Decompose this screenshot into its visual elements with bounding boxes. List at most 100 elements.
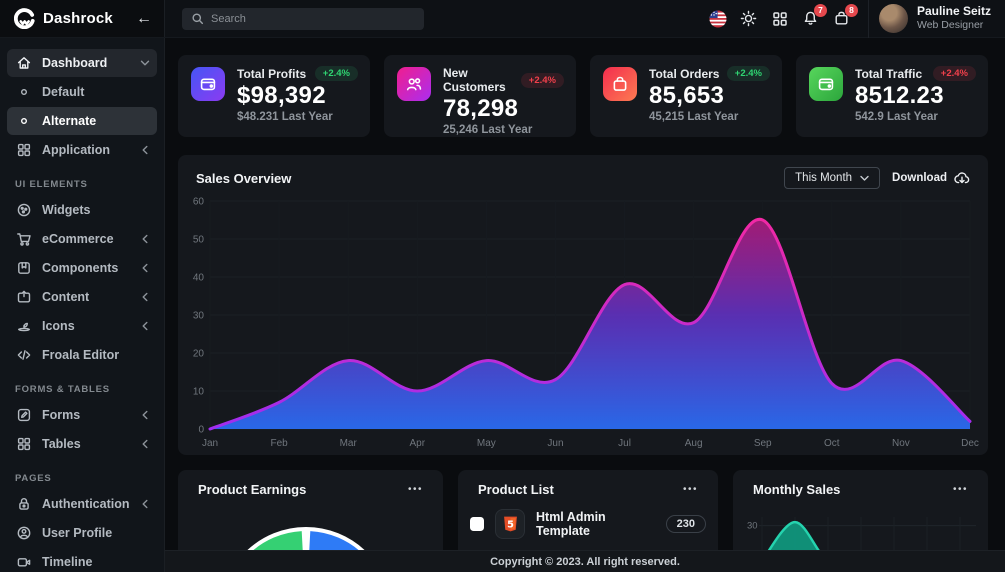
grid-icon [16, 436, 32, 452]
user-profile-menu[interactable]: Pauline Seitz Web Designer [878, 4, 995, 33]
svg-text:30: 30 [193, 311, 205, 322]
svg-text:Feb: Feb [270, 438, 288, 449]
chevron-left-icon [141, 321, 149, 331]
theme-toggle-sun-icon[interactable] [735, 5, 763, 33]
cart-badge: 8 [844, 3, 858, 17]
monthly-sales-title: Monthly Sales [753, 482, 841, 497]
sidebar-item-tables[interactable]: Tables [7, 430, 157, 458]
sidebar-item-application[interactable]: Application [7, 136, 157, 164]
language-flag-icon[interactable] [704, 5, 732, 33]
stat-card-total-orders: Total Orders +2.4% 85,653 45,215 Last Year [590, 55, 782, 137]
wallet-icon [191, 67, 225, 101]
sidebar-item-label: Froala Editor [42, 348, 120, 362]
dot-icon [16, 113, 32, 129]
svg-text:0: 0 [198, 425, 204, 436]
sidebar-item-label: Icons [42, 319, 75, 333]
sidebar-item-label: Timeline [42, 555, 93, 569]
chevron-left-icon [141, 145, 149, 155]
svg-text:Sep: Sep [754, 438, 772, 449]
product-earnings-donut-chart [190, 501, 431, 550]
sidebar-item-label: eCommerce [42, 232, 114, 246]
svg-text:Aug: Aug [685, 438, 703, 449]
cart-bag-icon[interactable]: 8 [828, 3, 858, 33]
sidebar-item-widgets[interactable]: Widgets [7, 196, 157, 224]
apps-grid-icon[interactable] [766, 5, 794, 33]
lock-icon [16, 496, 32, 512]
sidebar-item-label: Content [42, 290, 90, 304]
product-checkbox[interactable] [470, 517, 484, 531]
sales-overview-chart: 0 10 20 30 40 50 60 Jan Feb Mar Apr May Jun Jul Aug Sep… [186, 193, 980, 456]
main-content: Total Profits +2.4% $98,392 $48.231 Last Ye… [165, 38, 1005, 550]
svg-text:Dec: Dec [961, 438, 979, 449]
monthly-sales-card: Monthly Sales ••• 30 [733, 470, 988, 550]
home-icon [16, 55, 32, 71]
sidebar-item-components[interactable]: Components [7, 254, 157, 282]
topbar-divider [867, 0, 869, 38]
sidebar-item-timeline[interactable]: Timeline [7, 548, 157, 572]
stat-subtext: 542.9 Last Year [855, 111, 938, 124]
sales-overview-card: Sales Overview This Month Download [178, 155, 988, 455]
sidebar-item-user-profile[interactable]: User Profile [7, 519, 157, 547]
sidebar-item-content[interactable]: Content [7, 283, 157, 311]
download-cloud-icon [954, 170, 970, 186]
stat-trend-badge: +2.4% [726, 66, 770, 81]
stat-card-total-profits: Total Profits +2.4% $98,392 $48.231 Last Ye… [178, 55, 370, 137]
bottom-cards-row: Product Earnings ••• Product List ••• 5 [178, 470, 988, 550]
brand-name: Dashrock [43, 10, 113, 27]
user-name: Pauline Seitz [916, 4, 991, 19]
video-icon [16, 554, 32, 570]
users-icon [397, 67, 431, 101]
svg-text:40: 40 [193, 273, 205, 284]
product-list-row[interactable]: 5 Html Admin Template 230 [470, 509, 706, 539]
stat-value: 85,653 [649, 82, 725, 109]
sidebar-item-forms[interactable]: Forms [7, 401, 157, 429]
stat-trend-badge: +2.4% [314, 66, 358, 81]
wallet-icon [809, 67, 843, 101]
search-input[interactable] [211, 12, 415, 25]
user-icon [16, 525, 32, 541]
sidebar-item-authentication[interactable]: Authentication [7, 490, 157, 518]
search-bar[interactable] [182, 7, 424, 30]
svg-text:Jul: Jul [618, 438, 631, 449]
period-select-value: This Month [795, 172, 853, 184]
sidebar-item-icons[interactable]: Icons [7, 312, 157, 340]
ellipsis-menu-icon[interactable]: ••• [682, 483, 698, 495]
sidebar-item-label: Authentication [42, 497, 130, 511]
user-role: Web Designer [916, 19, 984, 32]
sidebar-item-alternate[interactable]: Alternate [7, 107, 157, 135]
avatar[interactable] [878, 4, 908, 33]
dashrock-logo-icon [14, 8, 35, 29]
sidebar-item-ecommerce[interactable]: eCommerce [7, 225, 157, 253]
topbar: Dashrock ← 7 [0, 0, 1005, 38]
cart-icon [16, 231, 32, 247]
widgets-icon [16, 202, 32, 218]
svg-text:May: May [477, 438, 496, 449]
stat-title: Total Orders [649, 66, 720, 81]
svg-text:5: 5 [507, 519, 514, 530]
stat-subtext: 45,215 Last Year [649, 111, 739, 124]
html5-icon: 5 [495, 509, 525, 539]
topbar-brand-area: Dashrock ← [0, 0, 165, 37]
sidebar-item-default[interactable]: Default [7, 78, 157, 106]
sidebar-section-pages: PAGES [15, 473, 52, 484]
chevron-down-icon [140, 58, 150, 68]
logo[interactable]: Dashrock [14, 8, 136, 29]
ellipsis-menu-icon[interactable]: ••• [952, 483, 968, 495]
sidebar-collapse-arrow-icon[interactable]: ← [136, 9, 152, 27]
dot-icon [16, 84, 32, 100]
forms-icon [16, 407, 32, 423]
sidebar-item-froala-editor[interactable]: Froala Editor [7, 341, 157, 369]
stat-value: 8512.23 [855, 82, 944, 109]
search-icon [191, 12, 204, 25]
sidebar-item-dashboard[interactable]: Dashboard [7, 49, 157, 77]
sidebar-item-label: Forms [42, 408, 81, 422]
notifications-bell-icon[interactable]: 7 [797, 3, 827, 33]
svg-text:10: 10 [193, 387, 205, 398]
svg-text:30: 30 [747, 521, 758, 532]
chevron-left-icon [141, 292, 149, 302]
svg-text:Jan: Jan [202, 438, 218, 449]
monthly-sales-chart: 30 [745, 503, 976, 550]
ellipsis-menu-icon[interactable]: ••• [407, 483, 423, 495]
download-button[interactable]: Download [892, 170, 970, 186]
period-select[interactable]: This Month [784, 167, 881, 189]
